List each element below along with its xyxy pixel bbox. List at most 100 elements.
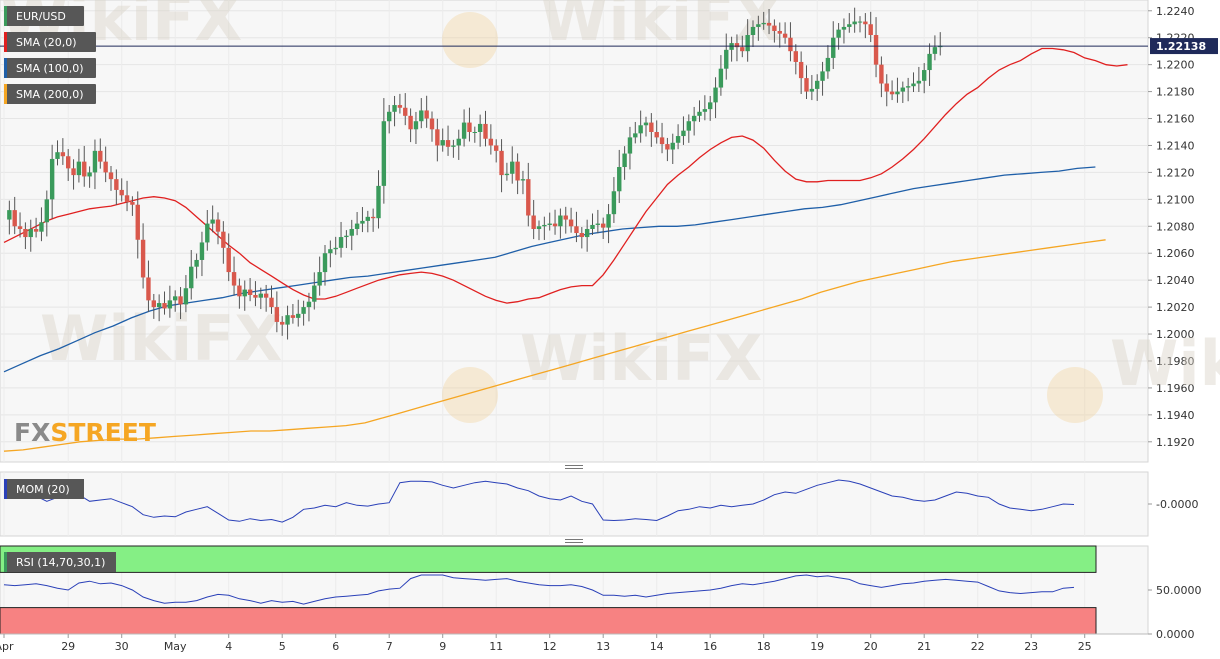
candle-body — [114, 179, 119, 190]
candle — [510, 146, 515, 184]
candle — [397, 93, 403, 114]
candle-body — [312, 285, 317, 302]
candle — [782, 22, 788, 44]
candle-body — [675, 136, 681, 143]
candle-body — [504, 173, 510, 176]
candle-body — [237, 285, 242, 297]
candle — [515, 153, 520, 195]
candle — [724, 33, 729, 80]
panel-splitter-handle[interactable] — [565, 539, 583, 543]
candle — [708, 95, 713, 121]
candle-body — [12, 210, 17, 227]
candle-body — [124, 195, 130, 203]
candle — [226, 233, 231, 282]
panel-splitter-handle[interactable] — [565, 465, 583, 469]
mom-line — [3, 479, 1075, 523]
candle — [761, 11, 766, 30]
candle-body — [702, 109, 708, 112]
candle-body — [403, 107, 408, 116]
candle-body — [199, 242, 205, 260]
candle — [681, 116, 686, 145]
x-tick-label: 11 — [489, 640, 503, 653]
legend-item-label: EUR/USD — [16, 10, 66, 23]
candle — [788, 22, 793, 62]
candle-body — [761, 22, 766, 25]
rsi-tick-label: 0.0000 — [1156, 628, 1195, 641]
candle-body — [520, 179, 526, 181]
price-panel — [0, 0, 1149, 463]
candle — [654, 120, 659, 144]
watermark-logo-icon — [1047, 367, 1103, 423]
legend-item-box — [4, 84, 96, 104]
rsi-legend-box — [4, 552, 116, 572]
candle-body — [130, 202, 135, 205]
candle-body — [290, 315, 296, 318]
candle — [649, 113, 654, 147]
candle — [135, 191, 140, 259]
candle — [456, 129, 461, 160]
candle — [815, 74, 820, 101]
rsi-legend-swatch — [4, 552, 7, 572]
price-tick-label: 1.2140 — [1156, 139, 1195, 152]
candle-body — [247, 289, 253, 295]
candle-body — [718, 68, 724, 88]
candle-body — [809, 88, 815, 92]
candle-body — [708, 102, 713, 110]
x-tick-label: 9 — [439, 640, 446, 653]
candle-body — [638, 125, 643, 134]
candle-body — [7, 210, 12, 220]
candle-body — [49, 158, 55, 200]
x-tick-label: 13 — [596, 640, 610, 653]
candle-body — [734, 43, 740, 48]
candle — [317, 256, 322, 296]
candle — [82, 145, 87, 187]
candle-body — [392, 105, 397, 112]
candle — [911, 72, 916, 92]
candle-body — [387, 111, 392, 122]
candle — [477, 114, 483, 147]
candle-body — [542, 224, 547, 227]
candle — [627, 126, 633, 170]
candle — [66, 149, 71, 181]
candle-body — [574, 226, 579, 234]
candle-body — [750, 26, 756, 36]
candle — [215, 212, 221, 245]
x-tick-label: 22 — [971, 640, 985, 653]
x-tick-label: 30 — [115, 640, 129, 653]
candle-body — [601, 223, 606, 228]
candle — [183, 275, 189, 313]
candle — [419, 98, 424, 129]
candle-body — [413, 121, 419, 130]
candle — [7, 200, 12, 235]
candle — [665, 137, 670, 162]
candle-body — [317, 272, 322, 286]
candle — [312, 272, 317, 310]
candle — [108, 166, 114, 191]
candle-body — [547, 223, 552, 225]
candle — [643, 116, 649, 137]
candle-body — [766, 22, 772, 26]
candle — [766, 9, 772, 35]
candle-body — [756, 24, 761, 27]
candle — [922, 63, 927, 94]
candle — [33, 217, 39, 238]
legend-item-label: SMA (200,0) — [16, 88, 84, 101]
brand-logo-text: FXSTREET — [14, 418, 156, 447]
mom-panel — [0, 471, 1149, 537]
candle-body — [151, 300, 156, 308]
mom-legend-box — [4, 479, 84, 499]
candle — [932, 35, 938, 61]
candle — [140, 223, 146, 289]
candle — [857, 16, 863, 33]
candle — [306, 292, 312, 322]
candle — [17, 212, 23, 238]
candle-body — [552, 223, 558, 227]
candle-body — [713, 87, 718, 103]
current-price-badge — [1150, 38, 1218, 55]
price-tick-label: 1.2180 — [1156, 86, 1195, 99]
candle — [793, 44, 798, 75]
candle-body — [322, 253, 328, 273]
candle — [520, 170, 526, 195]
candle-body — [253, 294, 258, 298]
